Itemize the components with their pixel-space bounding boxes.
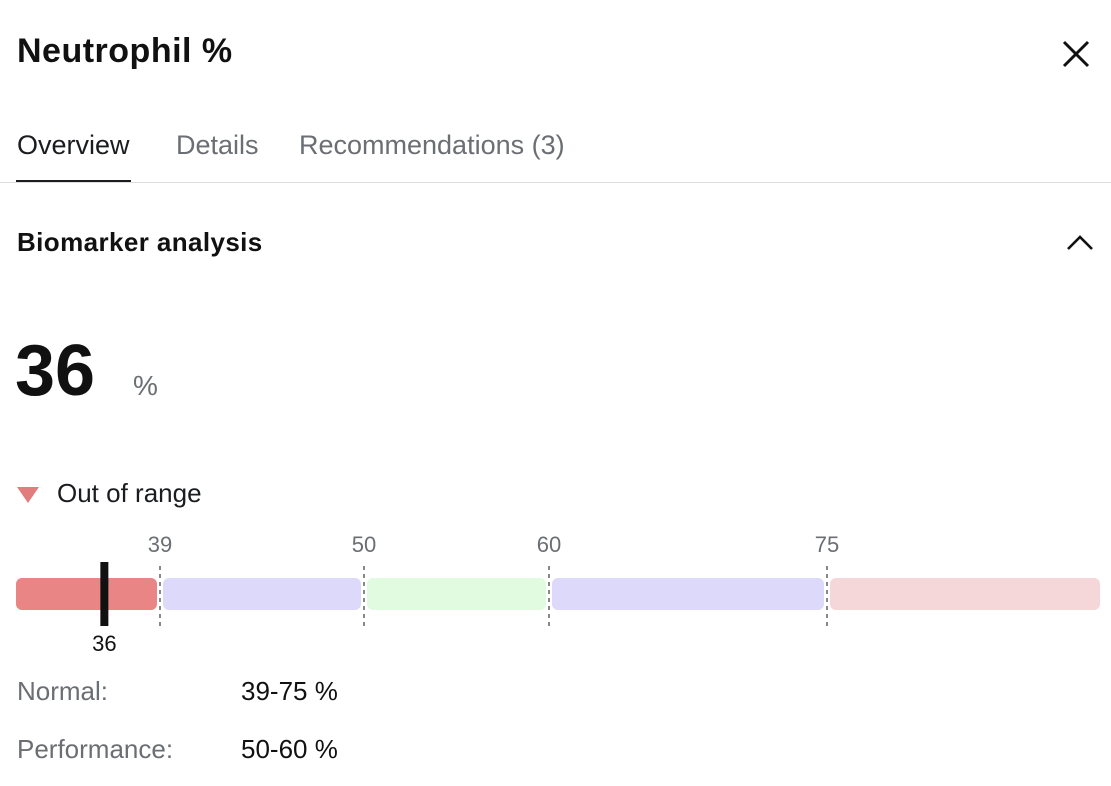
threshold-label: 75 <box>815 532 839 557</box>
tab[interactable]: Details <box>176 130 259 160</box>
status-icon <box>17 487 39 503</box>
section-title: Biomarker analysis <box>17 227 263 257</box>
range-segment <box>163 578 361 610</box>
threshold-label: 60 <box>537 532 561 557</box>
range-segment <box>16 578 157 610</box>
close-button[interactable] <box>1060 38 1092 70</box>
threshold-label: 39 <box>148 532 172 557</box>
tab-underline <box>16 180 131 183</box>
divider <box>0 182 1111 183</box>
range-label: Performance: <box>17 734 174 764</box>
range-label: Normal: <box>17 676 109 706</box>
range-segment <box>830 578 1100 610</box>
collapse-button[interactable] <box>1064 230 1096 254</box>
value-marker <box>100 562 109 626</box>
result-value: 36 <box>15 331 96 411</box>
range-value: 39-75 % <box>241 676 338 706</box>
tab[interactable]: Overview <box>17 130 130 160</box>
value-marker-label: 36 <box>92 631 116 656</box>
range-segment <box>552 578 824 610</box>
tab[interactable]: Recommendations (3) <box>299 130 565 160</box>
range-value: 50-60 % <box>241 734 338 764</box>
panel-title: Neutrophil % <box>17 32 233 70</box>
range-segment <box>367 578 546 610</box>
status-text: Out of range <box>57 478 202 508</box>
threshold-label: 50 <box>352 532 376 557</box>
result-unit: % <box>133 370 158 401</box>
